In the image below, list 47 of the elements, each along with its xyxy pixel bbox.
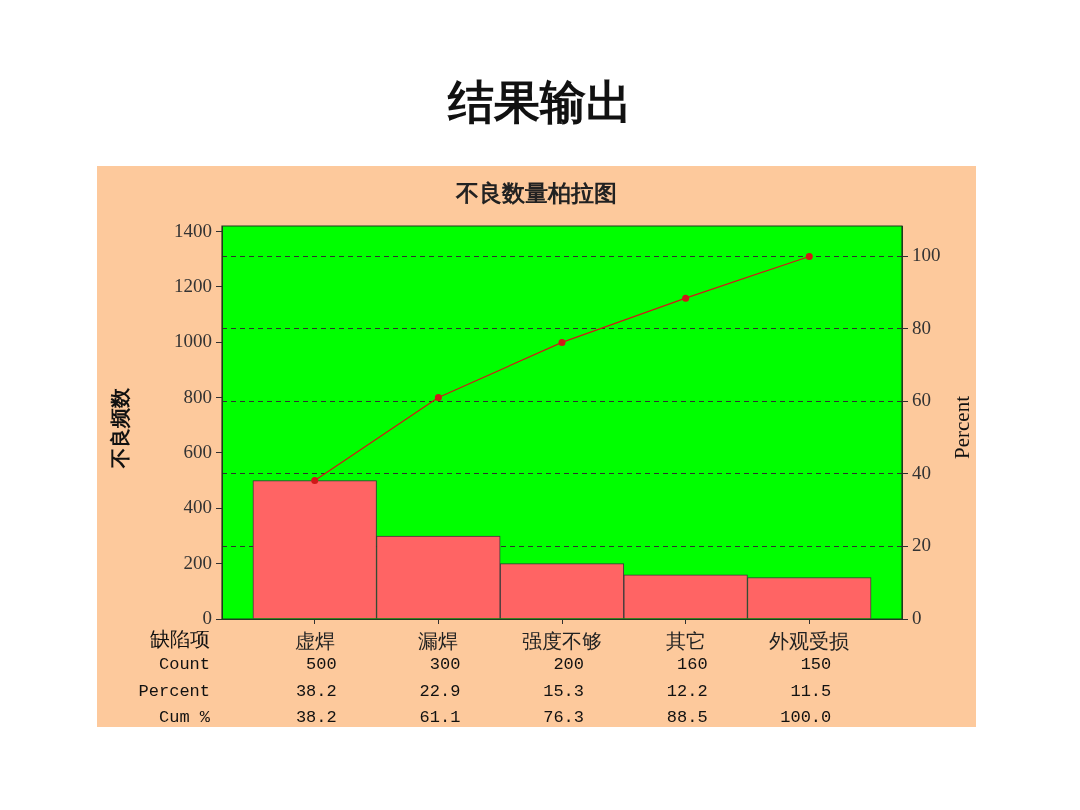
x-axis-title: 缺陷项 bbox=[150, 628, 210, 651]
point bbox=[311, 477, 319, 485]
x-tick-label: 强度不够 bbox=[522, 630, 602, 653]
x-tick-label: 漏焊 bbox=[418, 630, 459, 653]
x-tick-label: 虚焊 bbox=[294, 630, 335, 653]
data-label: 150 bbox=[800, 654, 832, 674]
y2-tick-label: 100 bbox=[912, 244, 941, 266]
text: 12.2 bbox=[666, 681, 708, 701]
point bbox=[558, 338, 566, 346]
point bbox=[805, 252, 813, 260]
y-tick-label: 200 bbox=[183, 551, 212, 573]
chart-subtitle: 不良数量柏拉图 bbox=[454, 180, 618, 208]
chart-title: 结果输出 bbox=[446, 76, 633, 130]
y-tick-label: 1400 bbox=[174, 219, 212, 241]
y2-axis-title: Percent bbox=[949, 395, 974, 459]
point bbox=[434, 393, 442, 401]
y2-tick-label: 40 bbox=[912, 461, 931, 483]
text: Count bbox=[158, 654, 210, 674]
text: 22.9 bbox=[419, 681, 461, 701]
y2-tick-label: 60 bbox=[912, 389, 931, 411]
data-label: 76.3 bbox=[543, 707, 584, 727]
data-label: 160 bbox=[677, 654, 708, 674]
text: 15.3 bbox=[543, 681, 584, 701]
x-tick-label: 其它 bbox=[665, 630, 706, 653]
y2-tick-label: 20 bbox=[912, 534, 931, 556]
y-axis-title: 不良频数 bbox=[109, 386, 132, 469]
data-label: 88.5 bbox=[666, 707, 708, 727]
data-label: 300 bbox=[429, 654, 461, 674]
y-tick-label: 400 bbox=[183, 496, 212, 518]
y-tick-label: 1200 bbox=[174, 274, 212, 296]
x-tick-label: 外观受损 bbox=[769, 630, 850, 653]
y-tick-label: 600 bbox=[183, 440, 212, 462]
y2-tick-label: 80 bbox=[912, 316, 931, 338]
data-label: 61.1 bbox=[419, 707, 461, 727]
text: 11.5 bbox=[790, 681, 832, 701]
text: 38.2 bbox=[295, 681, 337, 701]
data-label: 200 bbox=[553, 654, 584, 674]
y-tick-label: 0 bbox=[202, 606, 212, 628]
data-label: 500 bbox=[306, 654, 337, 674]
y-tick-label: 800 bbox=[183, 385, 212, 407]
point bbox=[682, 294, 690, 302]
data-label: 100.0 bbox=[780, 707, 832, 727]
text: Percent bbox=[138, 681, 210, 701]
text: Cum % bbox=[158, 707, 211, 727]
data-label: 38.2 bbox=[295, 707, 337, 727]
y-tick-label: 1000 bbox=[174, 330, 212, 352]
y2-tick-label: 0 bbox=[912, 606, 922, 628]
